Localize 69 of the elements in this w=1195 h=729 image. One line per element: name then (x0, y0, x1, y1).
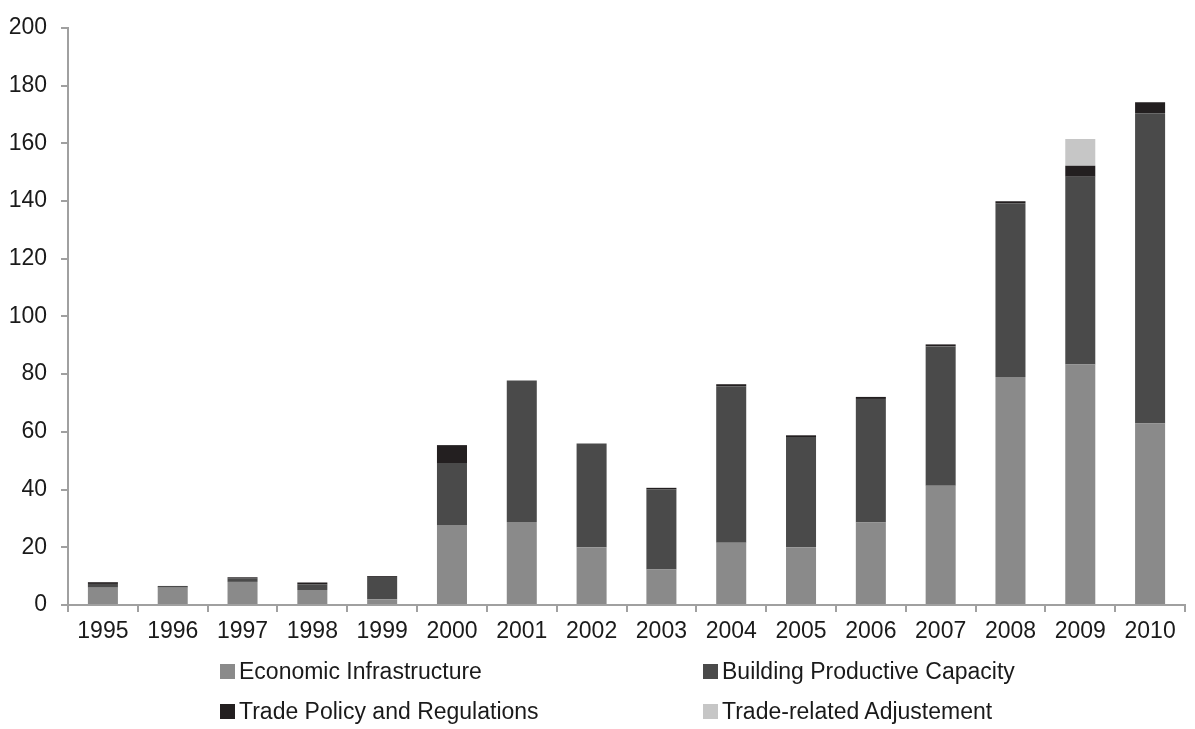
y-tick-label: 120 (8, 244, 47, 271)
x-tick-label: 1997 (216, 617, 269, 644)
bar (506, 380, 537, 522)
bar (367, 599, 398, 604)
bar (1135, 102, 1166, 114)
bar (1135, 113, 1166, 424)
bar (297, 589, 328, 604)
y-tick-label: 100 (8, 301, 47, 328)
y-tick-label: 0 (34, 590, 47, 617)
bar (367, 577, 398, 600)
bar (716, 384, 747, 387)
bar (1135, 423, 1166, 604)
x-tick-label: 2007 (915, 617, 967, 644)
bar (87, 587, 118, 604)
y-tick-label: 60 (21, 417, 47, 444)
bar (786, 437, 817, 548)
y-tick-label: 180 (8, 70, 47, 97)
y-tick-label: 40 (21, 474, 47, 501)
x-tick-label: 2008 (984, 617, 1037, 644)
x-tick-label: 2004 (705, 617, 758, 644)
bar (855, 398, 886, 523)
x-tick-label: 2000 (426, 617, 478, 644)
bar (995, 377, 1026, 604)
legend-label: Trade-related Adjustement (722, 697, 993, 725)
bar (1065, 176, 1096, 365)
x-tick-label: 2002 (566, 617, 618, 644)
y-tick-label: 160 (8, 128, 47, 155)
x-tick-label: 1999 (356, 617, 408, 644)
bar (506, 521, 537, 604)
bar (227, 581, 258, 604)
y-tick-label: 20 (21, 532, 47, 559)
bar (646, 489, 677, 570)
bar (925, 344, 956, 347)
bar (925, 485, 956, 604)
x-tick-label: 2005 (775, 617, 827, 644)
bar (925, 346, 956, 486)
bar (855, 522, 886, 604)
bar (1065, 138, 1096, 166)
x-tick-label: 1995 (77, 617, 129, 644)
x-tick-label: 2009 (1054, 617, 1106, 644)
bar (436, 445, 467, 464)
x-tick-label: 2006 (845, 617, 897, 644)
x-tick-label: 2001 (496, 617, 548, 644)
x-tick-label: 1998 (286, 617, 338, 644)
bar (157, 587, 188, 604)
bar (716, 386, 747, 543)
legend-label: Trade Policy and Regulations (239, 697, 539, 725)
y-tick-label: 140 (8, 186, 47, 213)
bar (576, 547, 607, 604)
x-tick-label: 2003 (635, 617, 687, 644)
legend-label: Building Productive Capacity (722, 657, 1015, 685)
bar (297, 584, 328, 590)
y-tick-label: 200 (8, 13, 47, 40)
x-tick-label: 2010 (1124, 617, 1176, 644)
bar (436, 463, 467, 526)
bar (646, 569, 677, 604)
bar (716, 542, 747, 604)
bar (1065, 364, 1096, 604)
bar (436, 525, 467, 604)
bar (995, 201, 1026, 204)
bar (1065, 165, 1096, 177)
legend-label: Economic Infrastructure (239, 657, 482, 685)
bar (995, 203, 1026, 378)
bar (786, 547, 817, 604)
y-tick-label: 80 (21, 359, 47, 386)
x-tick-label: 1996 (147, 617, 199, 644)
bar (855, 396, 886, 399)
bar (576, 443, 607, 548)
bar (87, 583, 118, 588)
